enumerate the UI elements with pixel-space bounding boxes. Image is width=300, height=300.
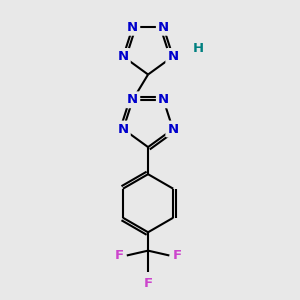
Text: N: N: [167, 122, 178, 136]
Text: N: N: [127, 93, 138, 106]
Text: F: F: [143, 277, 153, 290]
Text: N: N: [158, 21, 169, 34]
Text: N: N: [167, 50, 178, 63]
Text: F: F: [172, 249, 182, 262]
Text: N: N: [158, 93, 169, 106]
Text: H: H: [193, 42, 204, 55]
Text: F: F: [115, 249, 124, 262]
Text: N: N: [127, 21, 138, 34]
Text: N: N: [118, 122, 129, 136]
Text: N: N: [118, 50, 129, 63]
